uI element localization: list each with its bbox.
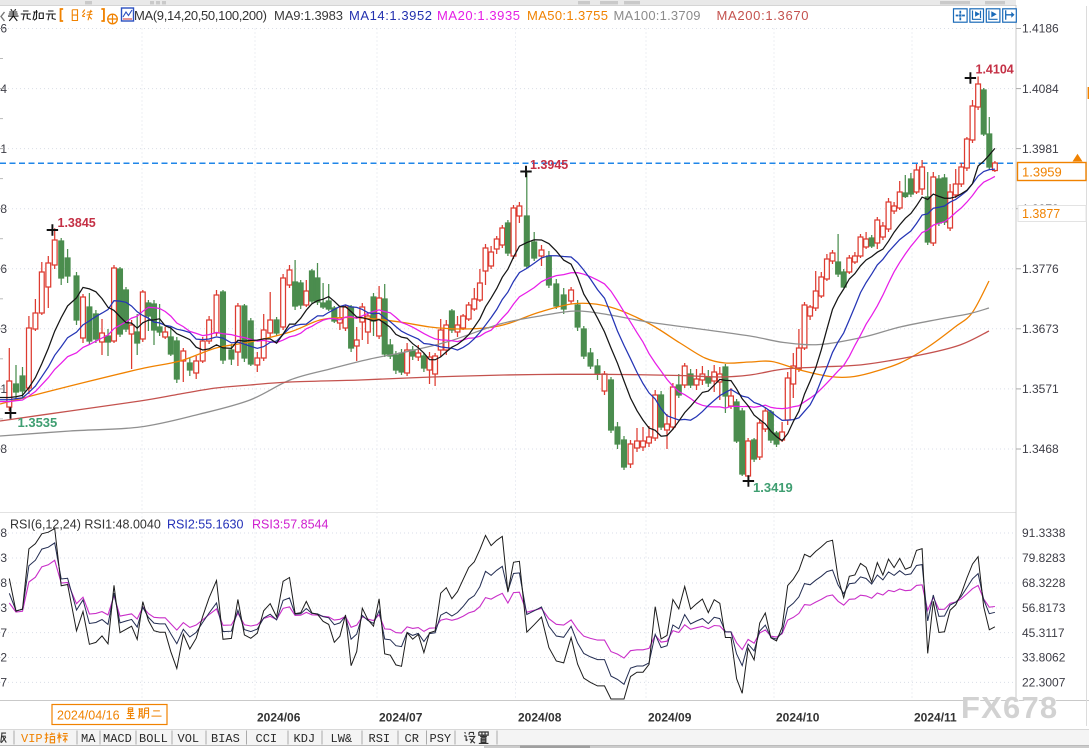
svg-text:2024/08: 2024/08 xyxy=(518,711,562,725)
svg-text:BIAS: BIAS xyxy=(211,732,240,746)
svg-text:91.3338: 91.3338 xyxy=(1022,526,1066,540)
svg-text:45.3117: 45.3117 xyxy=(1022,626,1065,640)
svg-text:1.3776: 1.3776 xyxy=(1022,262,1059,276)
svg-text:MA100:1.3709: MA100:1.3709 xyxy=(614,8,701,23)
svg-text:1.3981: 1.3981 xyxy=(1022,142,1059,156)
svg-text:1.3845: 1.3845 xyxy=(58,216,96,230)
svg-text:MA(9,14,20,50,100,200): MA(9,14,20,50,100,200) xyxy=(134,8,267,23)
svg-text:MACD: MACD xyxy=(103,732,132,746)
svg-text:1.3945: 1.3945 xyxy=(530,158,568,172)
svg-text:1.3468: 1.3468 xyxy=(1022,442,1059,456)
svg-text:FX678: FX678 xyxy=(961,690,1058,725)
svg-text:CCI: CCI xyxy=(256,732,278,746)
svg-text:1.3419: 1.3419 xyxy=(753,480,793,495)
svg-text:1.4104: 1.4104 xyxy=(976,63,1014,77)
svg-text:RSI3:57.8544: RSI3:57.8544 xyxy=(252,518,328,532)
svg-text:2024/10: 2024/10 xyxy=(776,711,820,725)
svg-text:3: 3 xyxy=(0,601,7,615)
svg-text:22.3007: 22.3007 xyxy=(1022,676,1066,690)
svg-text:VOL: VOL xyxy=(178,732,200,746)
svg-text:1.3571: 1.3571 xyxy=(1022,382,1059,396)
svg-text:2: 2 xyxy=(0,651,7,665)
svg-text:2024/07: 2024/07 xyxy=(379,711,423,725)
svg-text:7: 7 xyxy=(0,626,7,640)
svg-text:33.8062: 33.8062 xyxy=(1022,651,1066,665)
svg-text:68.3228: 68.3228 xyxy=(1022,576,1066,590)
svg-text:MA9:1.3983: MA9:1.3983 xyxy=(274,8,343,23)
svg-text:VIP: VIP xyxy=(21,732,43,746)
svg-text:79.8283: 79.8283 xyxy=(1022,551,1066,565)
svg-text:PSY: PSY xyxy=(430,732,452,746)
svg-text:MA200:1.3670: MA200:1.3670 xyxy=(717,8,809,23)
svg-text:1.4084: 1.4084 xyxy=(1022,82,1059,96)
svg-text:MA: MA xyxy=(81,732,96,746)
svg-text:2024/04/16: 2024/04/16 xyxy=(57,709,120,723)
svg-text:1.3959: 1.3959 xyxy=(1022,165,1062,180)
svg-text:8: 8 xyxy=(0,526,7,540)
svg-text:3: 3 xyxy=(0,551,7,565)
svg-text:2024/06: 2024/06 xyxy=(257,711,301,725)
svg-text:MA20:1.3935: MA20:1.3935 xyxy=(437,8,520,23)
svg-text:BOLL: BOLL xyxy=(139,732,168,746)
svg-text:RSI(6,12,24) RSI1:48.0040: RSI(6,12,24) RSI1:48.0040 xyxy=(10,518,161,532)
svg-text:RSI2:55.1630: RSI2:55.1630 xyxy=(167,518,243,532)
svg-text:1.3877: 1.3877 xyxy=(1022,207,1060,221)
svg-text:CR: CR xyxy=(405,732,419,746)
svg-text:LW&: LW& xyxy=(331,732,353,746)
svg-text:MA50:1.3755: MA50:1.3755 xyxy=(527,8,608,23)
svg-text:2024/09: 2024/09 xyxy=(648,711,692,725)
svg-text:MA14:1.3952: MA14:1.3952 xyxy=(349,8,432,23)
svg-text:RSI: RSI xyxy=(369,732,391,746)
svg-text:8: 8 xyxy=(0,576,7,590)
svg-text:KDJ: KDJ xyxy=(294,732,316,746)
svg-text:56.8173: 56.8173 xyxy=(1022,601,1066,615)
svg-text:FX678: FX678 xyxy=(962,691,1059,726)
svg-text:7: 7 xyxy=(0,676,7,690)
svg-text:1.3535: 1.3535 xyxy=(18,415,58,430)
svg-text:1.3673: 1.3673 xyxy=(1022,322,1059,336)
svg-text:1.4186: 1.4186 xyxy=(1022,22,1059,36)
svg-text:2024/11: 2024/11 xyxy=(914,711,957,725)
